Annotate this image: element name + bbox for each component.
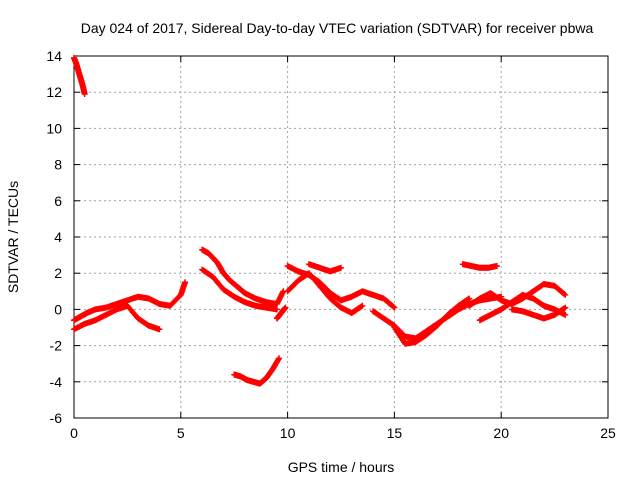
data-point bbox=[562, 291, 569, 298]
data-point bbox=[390, 303, 397, 310]
data-point bbox=[562, 304, 569, 311]
data-point bbox=[562, 311, 569, 318]
series-arc-g bbox=[273, 304, 289, 322]
series-arc-l bbox=[391, 295, 473, 347]
series-arc-c bbox=[71, 302, 163, 333]
series-arc-j bbox=[305, 261, 344, 275]
series-arc-f bbox=[231, 355, 283, 387]
data-point bbox=[156, 326, 163, 333]
series-arc-m bbox=[459, 261, 500, 271]
series-arc-a bbox=[71, 54, 88, 98]
x-axis-label: GPS time / hours bbox=[288, 459, 395, 475]
data-point bbox=[273, 306, 280, 313]
x-tick-label: 5 bbox=[177, 425, 185, 441]
series-arc-b bbox=[71, 279, 189, 324]
series-arc-n bbox=[466, 281, 569, 309]
data-point bbox=[276, 355, 283, 362]
x-tick-label: 25 bbox=[600, 425, 616, 441]
y-tick-label: -6 bbox=[50, 410, 63, 426]
y-tick-label: 2 bbox=[54, 265, 62, 281]
y-tick-label: 4 bbox=[54, 229, 62, 245]
y-tick-label: -2 bbox=[50, 338, 63, 354]
y-tick-label: 14 bbox=[46, 48, 62, 64]
y-tick-label: 0 bbox=[54, 301, 62, 317]
data-point bbox=[282, 304, 289, 311]
data-point bbox=[466, 295, 473, 302]
x-tick-label: 10 bbox=[280, 425, 296, 441]
y-tick-label: 10 bbox=[46, 120, 62, 136]
x-tick-label: 20 bbox=[493, 425, 509, 441]
series-arc-e bbox=[199, 266, 280, 313]
data-point bbox=[81, 91, 88, 98]
series-arc-d bbox=[199, 246, 287, 307]
y-axis-label: SDTVAR / TECUs bbox=[5, 181, 21, 293]
series-arc-p bbox=[508, 304, 569, 322]
y-tick-label: 12 bbox=[46, 84, 62, 100]
series-arc-i bbox=[284, 270, 366, 317]
tick-labels: 0 5 10 15 20 25 -6 -4 -2 0 2 4 6 8 10 12 14 bbox=[46, 48, 616, 441]
chart-title: Day 024 of 2017, Sidereal Day-to-day VTE… bbox=[81, 20, 594, 36]
data-point bbox=[358, 303, 365, 310]
data-point bbox=[391, 304, 398, 311]
grid bbox=[74, 56, 608, 418]
x-tick-label: 0 bbox=[70, 425, 78, 441]
data-point bbox=[561, 291, 568, 298]
y-tick-label: 6 bbox=[54, 193, 62, 209]
data-marks bbox=[71, 54, 569, 387]
data-point bbox=[493, 262, 500, 269]
y-tick-label: 8 bbox=[54, 157, 62, 173]
data-point bbox=[182, 279, 189, 286]
data-point bbox=[561, 305, 568, 312]
series-arc-o bbox=[476, 291, 569, 324]
y-tick-label: -4 bbox=[50, 374, 63, 390]
data-point bbox=[359, 302, 366, 309]
data-point bbox=[465, 296, 472, 303]
data-point bbox=[338, 264, 344, 271]
x-tick-label: 15 bbox=[387, 425, 403, 441]
